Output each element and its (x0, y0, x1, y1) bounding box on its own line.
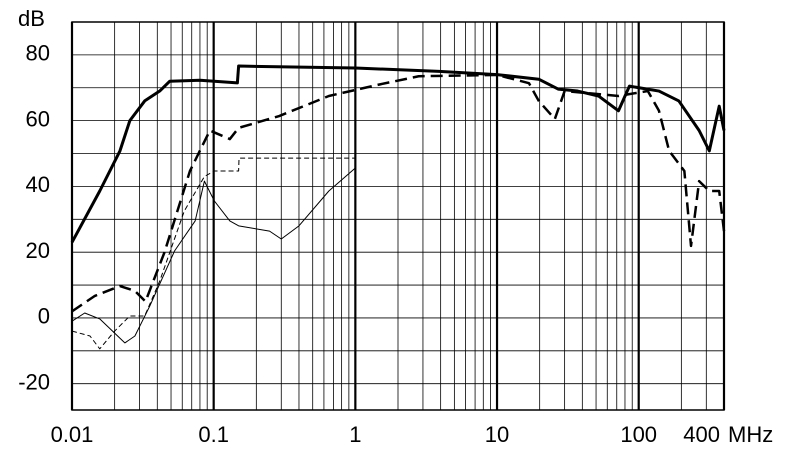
x-tick-label: 10 (485, 422, 509, 447)
y-tick-label: 0 (38, 304, 50, 329)
x-tick-label: 0.1 (198, 422, 229, 447)
y-tick-label: 60 (26, 106, 50, 131)
x-unit: MHz (728, 422, 773, 447)
data-line (70, 64, 726, 244)
y-tick-label: 20 (26, 238, 50, 263)
y-tick-label: -20 (18, 370, 50, 395)
plot-frame (71, 21, 725, 411)
x-tick-label: 400 (683, 422, 720, 447)
y-tick-label: 80 (26, 41, 50, 66)
x-tick-label: 0.01 (51, 422, 94, 447)
data-line (71, 167, 356, 344)
x-tick-label: 100 (620, 422, 657, 447)
data-line (71, 73, 726, 313)
y-unit: dB (18, 6, 45, 31)
x-tick-label: 1 (349, 422, 361, 447)
y-tick-label: 40 (26, 172, 50, 197)
data-line (71, 157, 356, 350)
